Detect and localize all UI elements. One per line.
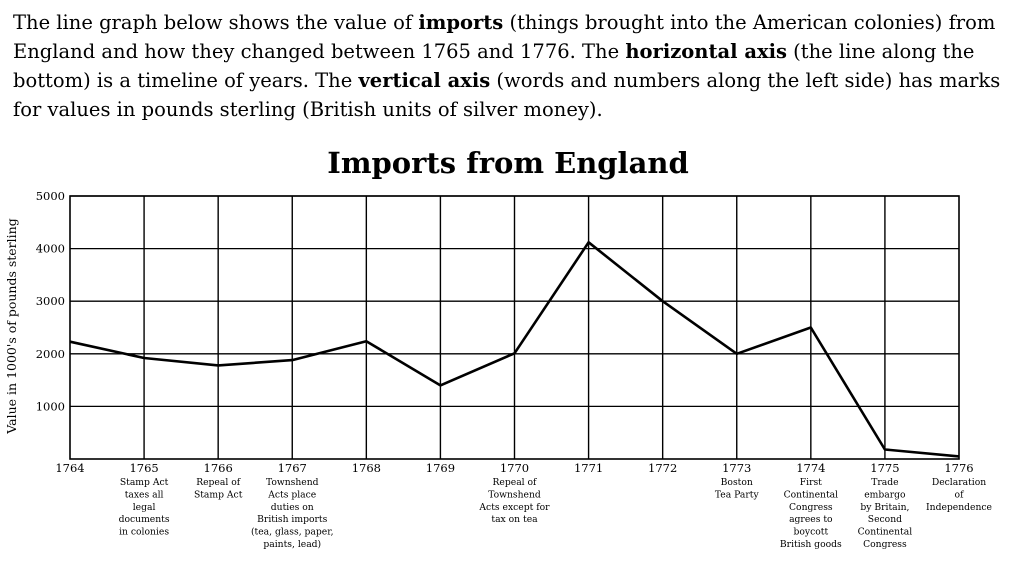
event-annotation: Stamp Act taxes all legal documents in colon… [119, 477, 170, 538]
y-tick-label: 3000 [36, 294, 65, 308]
event-annotation: Declaration of Independence [926, 477, 992, 513]
imports-series-line [69, 241, 960, 458]
x-tick-labels: 1764 1765 1766 1767 1768 1769 1770 1771 1772 1773… [55, 461, 973, 475]
intro-text-4: (words and numbers along the left side) … [13, 69, 1001, 121]
y-tick-label: 2000 [36, 347, 65, 361]
event-annotation: Repeal of Townshend Acts except for tax on … [478, 477, 550, 525]
x-tick-label: 1769 [426, 461, 455, 475]
event-annotation: Trade embargo by Britain, Second Continental… [858, 477, 913, 550]
series-line-layer [69, 241, 960, 458]
y-axis-label: Value in 1000's of pounds sterling [4, 218, 19, 434]
chart-title: Imports from England [327, 146, 688, 180]
y-tick-label: 4000 [36, 242, 65, 256]
intro-text-2: (things brought into the American coloni… [13, 11, 996, 63]
x-tick-label: 1775 [870, 461, 899, 475]
annotations-layer: Stamp Act taxes all legal documents in colon… [119, 477, 992, 550]
x-tick-label: 1776 [944, 461, 973, 475]
intro-text-3: (the line along the bottom) is a timelin… [13, 40, 975, 92]
event-annotation: Townshend Acts place duties on British impo… [251, 477, 334, 550]
x-tick-label: 1767 [278, 461, 307, 475]
intro-text-1: The line graph below shows the value of [13, 11, 419, 34]
x-tick-label: 1765 [129, 461, 158, 475]
x-tick-label: 1766 [204, 461, 233, 475]
grid-layer [69, 195, 960, 460]
y-tick-label: 1000 [36, 399, 65, 413]
x-tick-label: 1764 [55, 461, 84, 475]
event-annotation: Repeal of Stamp Act [194, 477, 243, 500]
x-tick-label: 1770 [500, 461, 529, 475]
event-annotation: Boston Tea Party [715, 477, 760, 500]
intro-bold-horizontal-axis: horizontal axis [625, 40, 787, 63]
x-tick-label: 1772 [648, 461, 677, 475]
x-tick-label: 1768 [352, 461, 381, 475]
intro-bold-imports: imports [418, 11, 504, 34]
intro-bold-vertical-axis: vertical axis [358, 69, 491, 92]
x-tick-label: 1771 [574, 461, 603, 475]
event-annotation: First Continental Congress agrees to boycott… [780, 477, 842, 550]
x-tick-label: 1773 [722, 461, 751, 475]
intro-paragraph: The line graph below shows the value of … [13, 8, 1008, 124]
y-tick-label: 5000 [36, 189, 65, 203]
y-tick-labels: 1000 2000 3000 4000 5000 [36, 189, 65, 413]
x-tick-label: 1774 [796, 461, 825, 475]
